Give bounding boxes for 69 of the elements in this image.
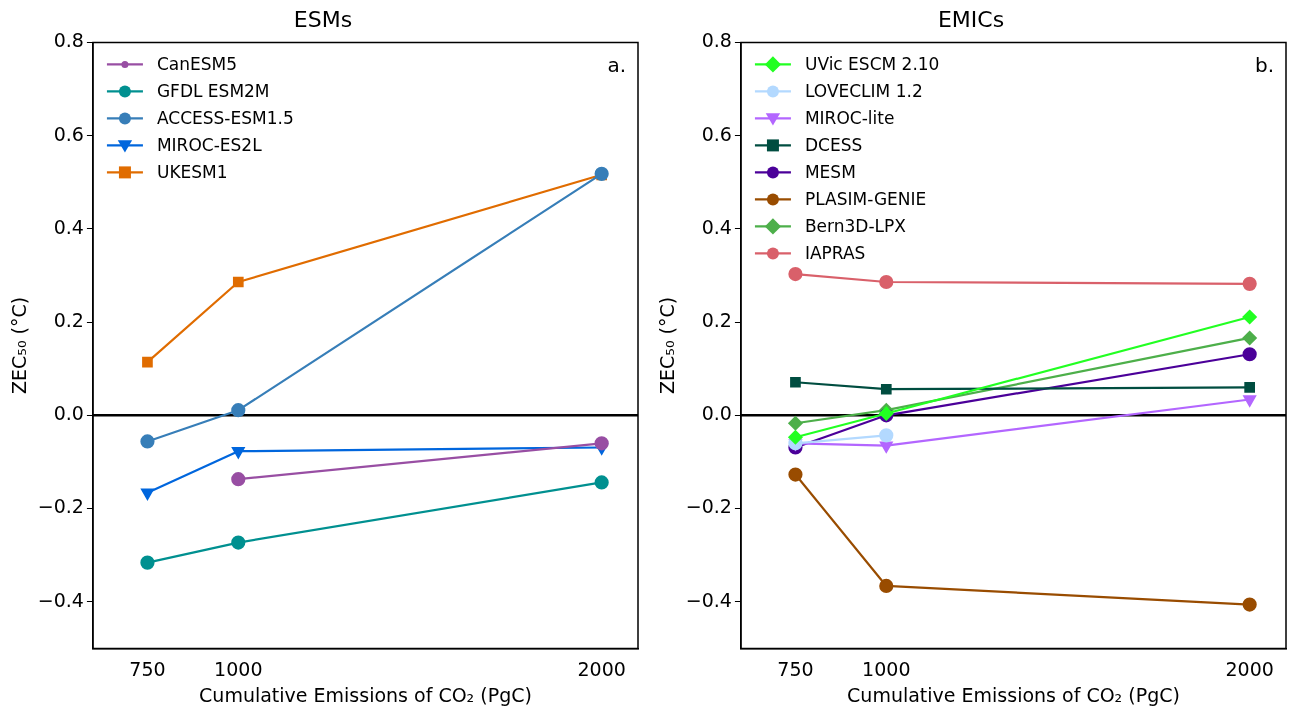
y-tick-label: 0.6 (53, 122, 84, 145)
y-tick-label: 0.2 (53, 309, 84, 332)
point (141, 488, 154, 500)
point (231, 403, 246, 418)
x-tick-label: 750 (777, 657, 814, 680)
point (231, 535, 246, 550)
point (231, 447, 245, 459)
chart-title: ESMs (293, 6, 353, 32)
point (1242, 597, 1257, 612)
legend-label: UVic ESCM 2.10 (804, 53, 940, 74)
point (231, 472, 246, 487)
point (1243, 395, 1256, 407)
x-tick-label: 750 (129, 657, 166, 680)
y-tick-label: −0.2 (37, 495, 84, 518)
y-tick-label: −0.2 (685, 495, 732, 518)
y-tick-label: −0.4 (37, 588, 84, 611)
point (788, 430, 803, 445)
point (880, 383, 892, 395)
x-tick-label: 1000 (214, 657, 263, 680)
point (142, 356, 153, 368)
point (879, 428, 894, 443)
legend-label: GFDL ESM2M (156, 80, 270, 101)
y-axis-title: ZEC₅₀ (°C) (8, 296, 31, 394)
point (1242, 347, 1257, 362)
y-tick-label: 0.4 (53, 215, 84, 238)
point (790, 376, 801, 388)
point (1242, 330, 1257, 346)
x-tick-label: 2000 (577, 657, 626, 680)
legend-label: IAPRAS (804, 242, 866, 263)
legend-label: MESM (804, 161, 856, 182)
point (140, 434, 155, 449)
x-axis-title: Cumulative Emissions of CO₂ (PgC) (199, 683, 532, 706)
y-tick-label: 0.4 (701, 215, 732, 238)
legend-label: MIROC-lite (804, 107, 895, 128)
legend-label: LOVECLIM 1.2 (804, 80, 923, 101)
x-tick-label: 1000 (862, 657, 911, 680)
point (232, 276, 244, 288)
legend-label: MIROC-ES2L (156, 134, 263, 155)
legend-label: UKESM1 (156, 161, 228, 182)
legend-label: PLASIM-GENIE (804, 188, 927, 209)
point (1244, 382, 1256, 393)
y-tick-label: 0.8 (701, 29, 732, 52)
y-tick-label: 0.8 (53, 29, 84, 52)
legend-label: CanESM5 (156, 53, 238, 74)
point (788, 467, 803, 482)
y-tick-label: 0.0 (701, 402, 732, 425)
legend-label: DCESS (804, 134, 863, 155)
point (1242, 276, 1257, 291)
y-tick-label: −0.4 (685, 588, 732, 611)
y-axis-title: ZEC₅₀ (°C) (656, 296, 679, 394)
y-tick-label: 0.2 (701, 309, 732, 332)
chart-title: EMICs (937, 6, 1005, 32)
legend-label: Bern3D-LPX (804, 215, 907, 236)
point (879, 578, 894, 594)
point (879, 441, 893, 453)
point (594, 436, 609, 451)
y-tick-label: 0.6 (701, 122, 732, 145)
annotation: a. (607, 52, 626, 77)
point (788, 266, 803, 282)
point (594, 475, 609, 490)
point (1242, 309, 1257, 325)
x-axis-title: Cumulative Emissions of CO₂ (PgC) (847, 683, 1180, 706)
y-tick-label: 0.0 (53, 402, 84, 425)
x-tick-label: 2000 (1225, 657, 1274, 680)
point (140, 555, 155, 570)
legend-label: ACCESS-ESM1.5 (156, 107, 294, 128)
point (879, 274, 894, 290)
annotation: b. (1254, 52, 1274, 77)
point (788, 416, 803, 431)
